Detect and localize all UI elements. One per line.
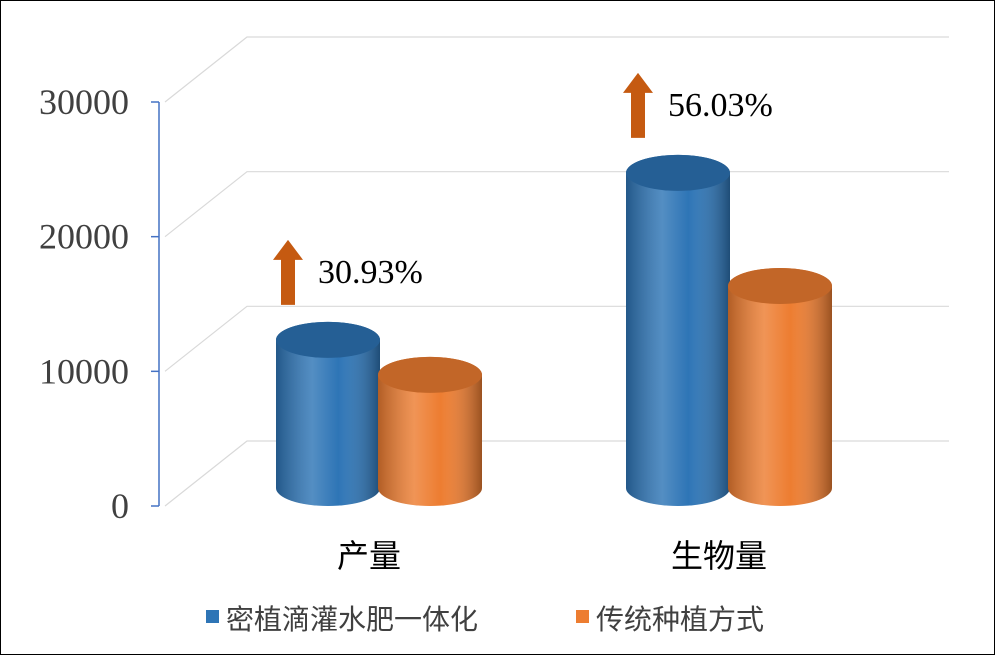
bar-shade	[626, 154, 730, 506]
bar-top	[378, 356, 482, 393]
grid-line	[164, 36, 949, 103]
y-tick-label: 0	[111, 486, 129, 526]
y-tick-label: 10000	[39, 351, 129, 391]
annotation: 56.03%	[668, 87, 773, 124]
annotation: 30.93%	[318, 254, 423, 291]
bar-top	[626, 154, 730, 191]
bar-shade	[378, 356, 482, 506]
legend-swatch	[576, 610, 589, 623]
bar-top-shade	[276, 321, 380, 358]
grid-line	[164, 171, 949, 238]
legend-swatch	[206, 610, 219, 623]
legend-label: 传统种植方式	[596, 603, 764, 636]
arrows: 30.93% 56.03%	[273, 72, 773, 305]
x-tick-label: 生物量	[671, 537, 767, 575]
legend-label: 密植滴灌水肥一体化	[226, 603, 478, 636]
bar-top	[728, 268, 832, 304]
bar-top	[276, 321, 380, 358]
bar-top-shade	[728, 268, 832, 304]
up-arrow	[623, 72, 653, 138]
bar-shade	[728, 268, 832, 506]
bar-top-shade	[378, 356, 482, 393]
bar-top-shade	[626, 154, 730, 191]
up-arrow	[273, 239, 303, 305]
x-tick-label: 产量	[337, 537, 401, 575]
y-tick-label: 30000	[39, 82, 129, 122]
bar-shade	[276, 321, 380, 506]
y-tick-label: 20000	[39, 217, 129, 257]
